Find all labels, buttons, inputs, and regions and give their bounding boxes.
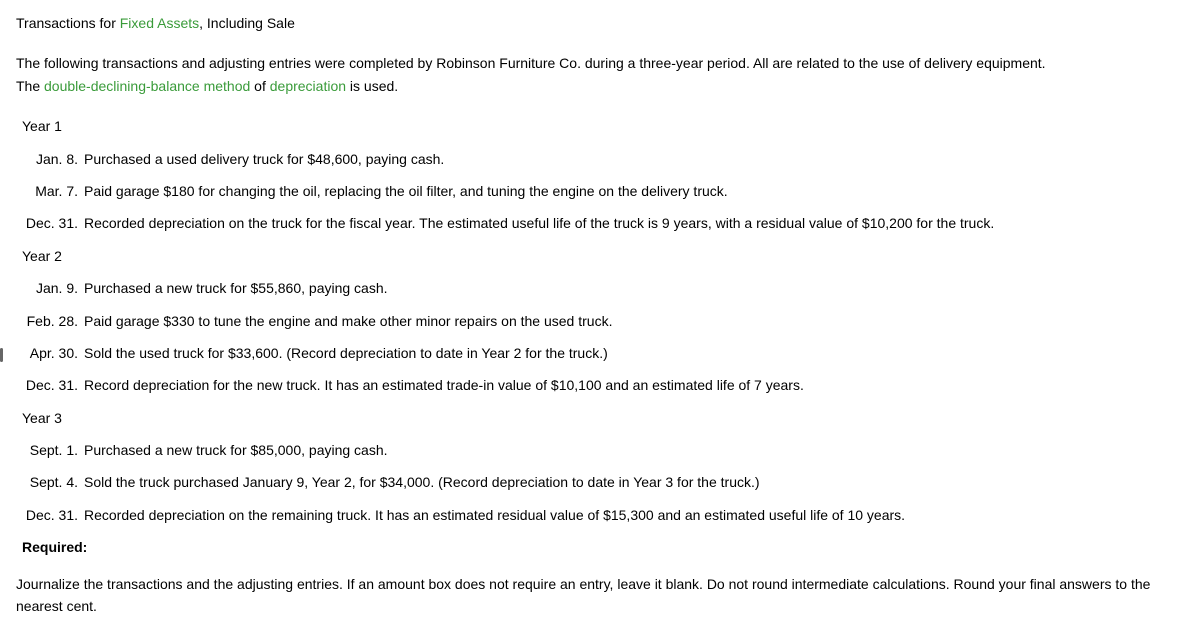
year2-entry: Dec. 31. Record depreciation for the new…: [22, 374, 1184, 396]
year1-entry: Dec. 31. Recorded depreciation on the tr…: [22, 212, 1184, 234]
entry-date: Dec. 31.: [22, 504, 84, 526]
year1-entry: Jan. 8. Purchased a used delivery truck …: [22, 148, 1184, 170]
year2-entry: Feb. 28. Paid garage $330 to tune the en…: [22, 310, 1184, 332]
year2-entry: Apr. 30. Sold the used truck for $33,600…: [22, 342, 1184, 364]
year-1-label: Year 1: [22, 115, 1184, 137]
year3-entry: Sept. 4. Sold the truck purchased Januar…: [22, 471, 1184, 493]
entry-text: Purchased a used delivery truck for $48,…: [84, 148, 1184, 170]
entry-date: Sept. 4.: [22, 471, 84, 493]
required-text: Journalize the transactions and the adju…: [16, 573, 1184, 618]
entry-date: Sept. 1.: [22, 439, 84, 461]
year3-entry: Sept. 1. Purchased a new truck for $85,0…: [22, 439, 1184, 461]
entry-date: Jan. 9.: [22, 277, 84, 299]
entry-date: Dec. 31.: [22, 374, 84, 396]
fixed-assets-link[interactable]: Fixed Assets: [120, 15, 199, 31]
title-suffix: , Including Sale: [199, 15, 295, 31]
title-prefix: Transactions for: [16, 15, 120, 31]
entry-text: Paid garage $330 to tune the engine and …: [84, 310, 1184, 332]
year1-entry: Mar. 7. Paid garage $180 for changing th…: [22, 180, 1184, 202]
intro-line2-mid: of: [250, 78, 269, 94]
year2-entry: Jan. 9. Purchased a new truck for $55,86…: [22, 277, 1184, 299]
side-marker: [0, 348, 3, 362]
entry-date: Jan. 8.: [22, 148, 84, 170]
entry-text: Purchased a new truck for $85,000, payin…: [84, 439, 1184, 461]
intro-block: The following transactions and adjusting…: [16, 52, 1184, 97]
intro-line2-prefix: The: [16, 78, 44, 94]
entry-text: Recorded depreciation on the remaining t…: [84, 504, 1184, 526]
entry-date: Mar. 7.: [22, 180, 84, 202]
intro-line2-suffix: is used.: [346, 78, 398, 94]
entry-text: Sold the truck purchased January 9, Year…: [84, 471, 1184, 493]
entry-date: Apr. 30.: [22, 342, 84, 364]
year3-entry: Dec. 31. Recorded depreciation on the re…: [22, 504, 1184, 526]
entry-text: Sold the used truck for $33,600. (Record…: [84, 342, 1184, 364]
depreciation-link[interactable]: depreciation: [270, 78, 346, 94]
intro-line-2: The double-declining-balance method of d…: [16, 75, 1184, 97]
entry-text: Purchased a new truck for $55,860, payin…: [84, 277, 1184, 299]
entry-date: Dec. 31.: [22, 212, 84, 234]
year-2-label: Year 2: [22, 245, 1184, 267]
required-label: Required:: [22, 536, 1184, 558]
page-title: Transactions for Fixed Assets, Including…: [16, 12, 1184, 34]
intro-line-1: The following transactions and adjusting…: [16, 52, 1184, 74]
entry-text: Record depreciation for the new truck. I…: [84, 374, 1184, 396]
year-3-label: Year 3: [22, 407, 1184, 429]
entry-text: Paid garage $180 for changing the oil, r…: [84, 180, 1184, 202]
entry-text: Recorded depreciation on the truck for t…: [84, 212, 1184, 234]
ddb-method-link[interactable]: double-declining-balance method: [44, 78, 250, 94]
entry-date: Feb. 28.: [22, 310, 84, 332]
